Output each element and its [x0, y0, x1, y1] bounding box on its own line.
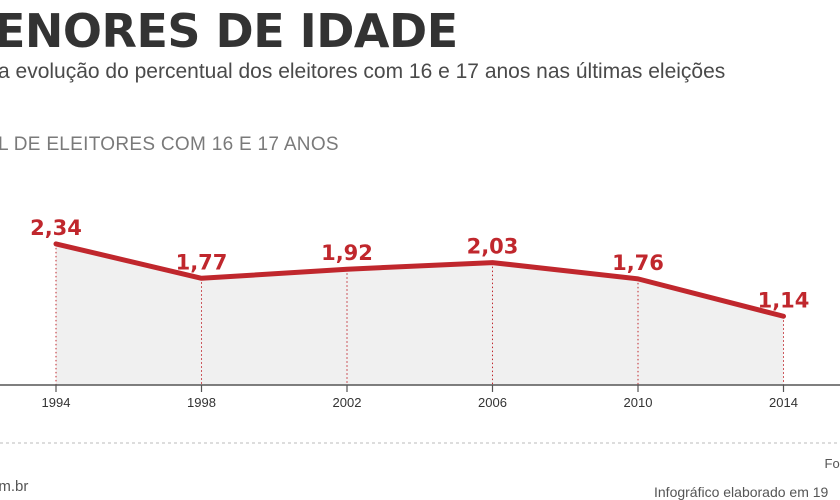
y-axis-label: L DE ELEITORES COM 16 E 17 ANOS — [0, 134, 339, 155]
data-label-2006: 2,03 — [467, 235, 519, 259]
area-fill — [56, 243, 784, 385]
x-tick-label-2014: 2014 — [769, 395, 798, 410]
chart-title: ENORES DE IDADE — [0, 4, 458, 58]
site-url: om.br — [0, 478, 29, 495]
x-tick-label-1994: 1994 — [42, 395, 71, 410]
x-tick-label-1998: 1998 — [187, 395, 216, 410]
data-label-2014: 1,14 — [758, 288, 810, 312]
data-label-2002: 1,92 — [321, 241, 373, 265]
data-label-2010: 1,76 — [612, 251, 664, 275]
source-label: For — [824, 456, 840, 471]
data-label-1994: 2,34 — [30, 216, 82, 240]
x-tick-label-2010: 2010 — [624, 395, 653, 410]
x-tick-label-2006: 2006 — [478, 395, 507, 410]
credit-note: Infográfico elaborado em 19 — [654, 484, 829, 500]
series-line — [53, 241, 786, 319]
x-tick-label-2002: 2002 — [333, 395, 362, 410]
data-label-1998: 1,77 — [176, 250, 228, 274]
chart-subtitle: a evolução do percentual dos eleitores c… — [0, 60, 726, 83]
